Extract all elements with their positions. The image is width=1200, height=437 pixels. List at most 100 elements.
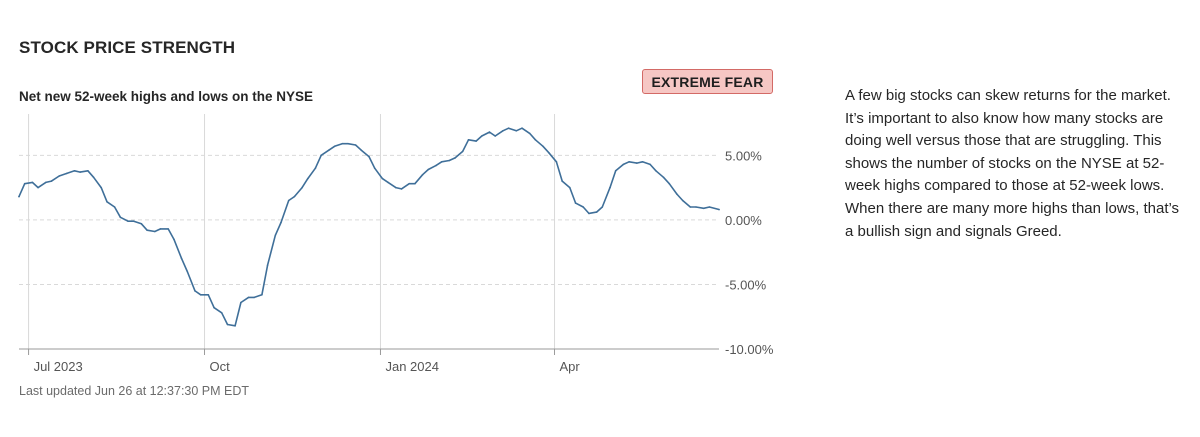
data-point — [159, 228, 162, 230]
data-point — [66, 172, 68, 175]
y-tick-label: 5.00% — [725, 148, 762, 163]
data-point — [649, 163, 651, 166]
data-point — [333, 145, 336, 148]
data-point — [614, 170, 617, 172]
data-point — [515, 130, 518, 132]
data-point — [207, 294, 210, 296]
data-point — [507, 127, 510, 129]
data-point — [601, 206, 604, 208]
data-point — [368, 155, 370, 158]
line-chart: Jul 2023 Oct Jan 2024 Apr 5.00% 0.00% -5.00% -1… — [18, 114, 774, 374]
data-point — [146, 229, 148, 231]
data-point — [113, 206, 116, 208]
series-line — [18, 127, 720, 327]
data-point — [106, 201, 108, 203]
data-point — [18, 195, 20, 198]
data-point — [494, 135, 497, 137]
description-text: A few big stocks can skew returns for th… — [845, 87, 1180, 240]
data-point — [328, 149, 330, 151]
data-point — [133, 220, 135, 222]
data-point — [199, 294, 202, 296]
data-point — [582, 206, 584, 208]
data-point — [574, 202, 577, 204]
data-point — [58, 175, 60, 177]
data-point — [622, 163, 625, 166]
data-point — [467, 139, 470, 141]
data-point — [280, 221, 282, 224]
data-point — [194, 290, 196, 292]
data-point — [220, 312, 223, 314]
data-point — [481, 135, 483, 137]
data-point — [595, 211, 598, 213]
data-point — [73, 170, 76, 172]
data-point — [253, 296, 255, 299]
data-point — [414, 182, 416, 185]
data-point — [668, 182, 671, 185]
data-point — [387, 181, 389, 184]
data-point — [408, 182, 411, 185]
section-title: STOCK PRICE STRENGTH — [19, 38, 236, 57]
data-point — [240, 301, 242, 304]
last-updated-text: Last updated Jun 26 at 12:37:30 PM EDT — [19, 384, 250, 398]
y-tick-label: -5.00% — [725, 277, 767, 292]
data-point — [373, 167, 376, 169]
data-point — [261, 294, 263, 296]
data-point — [87, 170, 89, 172]
data-point — [440, 161, 443, 163]
data-point — [266, 264, 269, 266]
data-point — [662, 176, 665, 179]
data-point — [681, 199, 684, 202]
data-point — [655, 170, 657, 172]
chart-title: Net new 52-week highs and lows on the NY… — [19, 89, 314, 104]
data-point — [320, 154, 323, 157]
data-point — [140, 223, 143, 225]
data-point — [427, 168, 430, 171]
x-tick-label: Oct — [210, 359, 231, 374]
series-layer — [18, 127, 720, 327]
data-point — [100, 186, 102, 189]
data-point — [461, 150, 464, 153]
data-point — [421, 173, 424, 176]
data-point — [475, 140, 477, 142]
data-point — [702, 207, 705, 210]
data-point — [569, 186, 571, 189]
data-point — [542, 145, 544, 148]
fear-greed-rating-badge: EXTREME FEAR — [642, 69, 773, 94]
tick-labels: Jul 2023 Oct Jan 2024 Apr 5.00% 0.00% -5.00% -1… — [34, 148, 774, 374]
data-point — [119, 216, 122, 219]
chart-grid — [19, 114, 719, 349]
data-point — [213, 306, 215, 309]
data-point — [247, 296, 250, 299]
x-tick-label: Apr — [560, 359, 581, 374]
data-point — [435, 164, 437, 167]
data-point — [609, 186, 611, 189]
data-point — [301, 186, 303, 189]
data-point — [167, 228, 169, 230]
data-point — [588, 212, 590, 215]
data-point — [180, 257, 183, 260]
data-point — [708, 206, 711, 208]
chart-axes — [19, 348, 719, 355]
data-point — [641, 161, 644, 163]
data-point — [695, 206, 697, 208]
data-point — [307, 177, 309, 180]
data-point — [636, 162, 638, 164]
data-point — [521, 127, 523, 129]
x-tick-label: Jan 2024 — [385, 359, 439, 374]
x-tick-label: Jul 2023 — [34, 359, 83, 374]
data-point — [274, 234, 277, 237]
y-tick-label: 0.00% — [725, 213, 762, 228]
data-point — [548, 151, 550, 154]
data-point — [234, 325, 236, 327]
data-point — [354, 144, 357, 146]
data-point — [488, 131, 491, 133]
data-point — [454, 157, 456, 159]
data-point — [154, 230, 156, 233]
data-point — [293, 195, 296, 198]
data-point — [381, 177, 384, 180]
data-point — [37, 186, 39, 189]
data-point — [50, 180, 53, 182]
data-point — [718, 208, 720, 211]
data-point — [79, 171, 81, 173]
data-point — [360, 149, 363, 151]
